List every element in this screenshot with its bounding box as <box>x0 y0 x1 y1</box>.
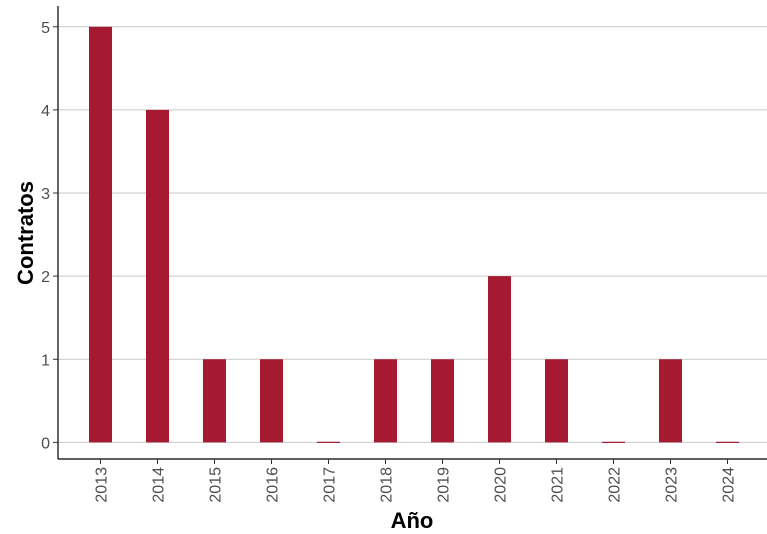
x-tick-label: 2023 <box>664 467 681 503</box>
x-tick-label: 2018 <box>379 467 396 503</box>
bars <box>89 26 739 443</box>
x-tick-label: 2021 <box>550 467 567 503</box>
bar-2022 <box>602 441 625 443</box>
bar-2023 <box>659 359 682 443</box>
x-tick-label: 2017 <box>322 467 339 503</box>
x-tick-labels: 2013 2014 2015 2016 2017 2018 2019 2020 2021 2022… <box>94 459 738 503</box>
axes <box>57 6 767 460</box>
x-tick-label: 2020 <box>493 467 510 503</box>
bar-2016 <box>260 359 283 443</box>
bar-2017 <box>317 441 340 443</box>
x-tick-label: 2024 <box>721 467 738 503</box>
x-tick-label: 2019 <box>436 467 453 503</box>
bar-2018 <box>374 359 397 443</box>
y-tick-label: 5 <box>41 20 50 37</box>
bar-2021 <box>545 359 568 443</box>
bar-2014 <box>146 109 169 443</box>
gridlines <box>58 26 767 443</box>
y-tick-labels: 0 1 2 3 4 5 <box>41 20 58 452</box>
y-tick-label: 4 <box>41 103 50 120</box>
y-tick-label: 3 <box>41 186 50 203</box>
x-tick-label: 2013 <box>94 467 111 503</box>
y-tick-label: 0 <box>41 435 50 452</box>
x-tick-label: 2016 <box>265 467 282 503</box>
y-axis-title: Contratos <box>13 181 38 285</box>
y-tick-label: 1 <box>41 352 50 369</box>
bar-2019 <box>431 359 454 443</box>
y-tick-label: 2 <box>41 269 50 286</box>
bar-2024 <box>716 441 739 443</box>
bar-2015 <box>203 359 226 443</box>
bar-2013 <box>89 26 112 443</box>
x-axis-title: Año <box>391 508 434 533</box>
bar-2020 <box>488 276 511 443</box>
x-tick-label: 2022 <box>607 467 624 503</box>
x-tick-label: 2015 <box>208 467 225 503</box>
x-tick-label: 2014 <box>151 467 168 503</box>
